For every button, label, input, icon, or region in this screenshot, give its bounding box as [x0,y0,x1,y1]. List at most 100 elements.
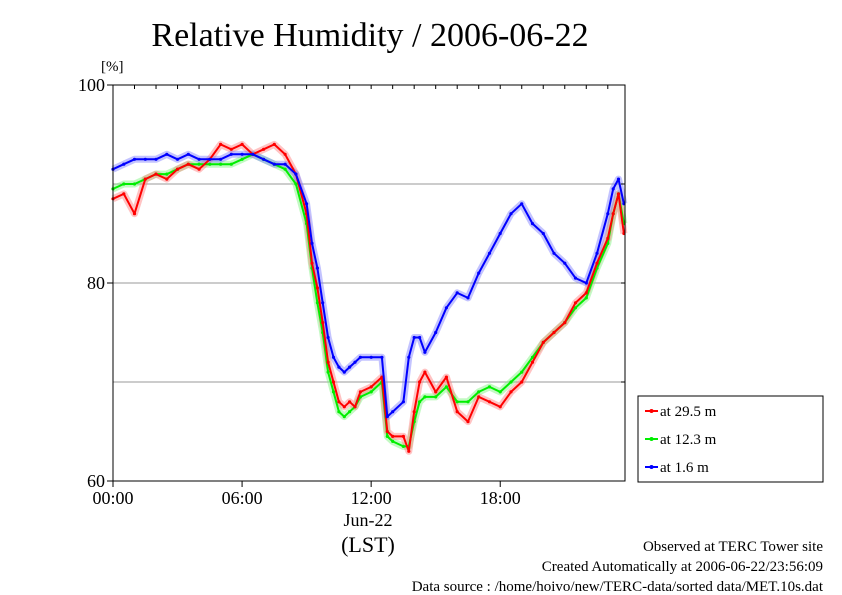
series-scatter-band [111,140,628,455]
data-point [358,390,362,394]
data-point [530,355,535,359]
data-point [595,261,599,265]
data-point [530,360,535,364]
data-point [573,276,578,280]
data-point [331,390,336,394]
footer-created-timestamp: Created Automatically at 2006-06-22/23:5… [542,559,823,575]
data-point [477,395,481,399]
data-point [353,405,357,409]
data-point [530,222,535,226]
footer-observed-site: Observed at TERC Tower site [643,539,823,555]
data-point [229,152,233,156]
data-point [444,306,448,310]
data-point [418,380,422,384]
data-point [342,405,346,409]
data-point [541,231,545,236]
data-point [132,212,137,216]
data-point [466,400,470,404]
data-point [606,236,610,240]
data-point [219,142,223,146]
data-point [240,142,244,146]
data-point [380,355,384,359]
x-axis-timezone-label: (LST) [341,532,395,557]
legend-label: at 1.6 m [660,460,709,476]
series-line [112,153,625,418]
data-point [466,296,470,300]
series-scatter-band [111,150,628,450]
data-point [369,385,373,389]
series-2 [111,152,626,419]
data-point [552,251,556,255]
data-point [337,400,341,404]
y-tick-label: 80 [87,273,105,293]
data-point [385,429,389,434]
data-point [229,147,233,151]
data-point [434,330,438,335]
data-point [541,340,545,344]
data-point [197,167,201,171]
data-point [283,167,287,171]
footer-data-source: Data source : /home/hoivo/new/TERC-data/… [412,579,824,595]
data-point [175,157,180,161]
data-point [294,182,298,186]
data-point [186,162,190,166]
data-point [165,152,169,156]
data-point [412,410,416,414]
data-point [337,410,341,414]
y-tick-label: 60 [87,471,105,491]
legend-box [637,395,824,483]
data-point [197,162,201,166]
legend-marker [649,409,654,413]
data-point [132,157,137,161]
data-point [584,296,588,300]
data-point [251,152,255,156]
data-point [444,385,448,389]
data-point [401,400,405,404]
data-point [498,405,502,409]
data-point [498,231,502,236]
data-point [165,172,169,176]
data-point [186,152,190,156]
data-point [563,321,567,325]
data-point [477,390,481,394]
data-point [573,306,578,310]
data-point [423,395,427,399]
data-point [509,390,513,394]
data-point [331,355,336,359]
data-point [208,157,212,161]
data-point [487,251,492,255]
data-point [326,370,330,374]
data-point [520,380,524,384]
data-point [401,444,405,448]
data-point [337,365,341,369]
data-point [353,360,357,364]
data-point [369,390,373,394]
x-tick-label: 00:00 [92,488,133,508]
data-point [455,291,459,295]
y-tick-label: 100 [78,75,105,95]
data-point [229,162,233,166]
chart-title: Relative Humidity / 2006-06-22 [151,17,588,54]
data-point [444,375,448,379]
data-point [369,355,373,359]
legend-label: at 12.3 m [660,432,717,448]
data-point [208,162,212,166]
data-point [434,390,438,394]
data-point [154,172,158,176]
data-point [584,281,588,285]
data-point [240,157,244,161]
data-point [175,167,180,171]
data-point [305,202,309,206]
data-point [520,370,524,374]
series-line [112,143,625,453]
data-point [132,182,137,186]
data-point [423,350,427,354]
data-point [498,390,502,394]
series-scatter-band [111,150,628,421]
data-point [321,301,325,305]
data-point [326,335,330,340]
y-axis-unit-label: [%] [101,59,124,75]
data-point [407,355,411,359]
data-point [616,177,621,181]
